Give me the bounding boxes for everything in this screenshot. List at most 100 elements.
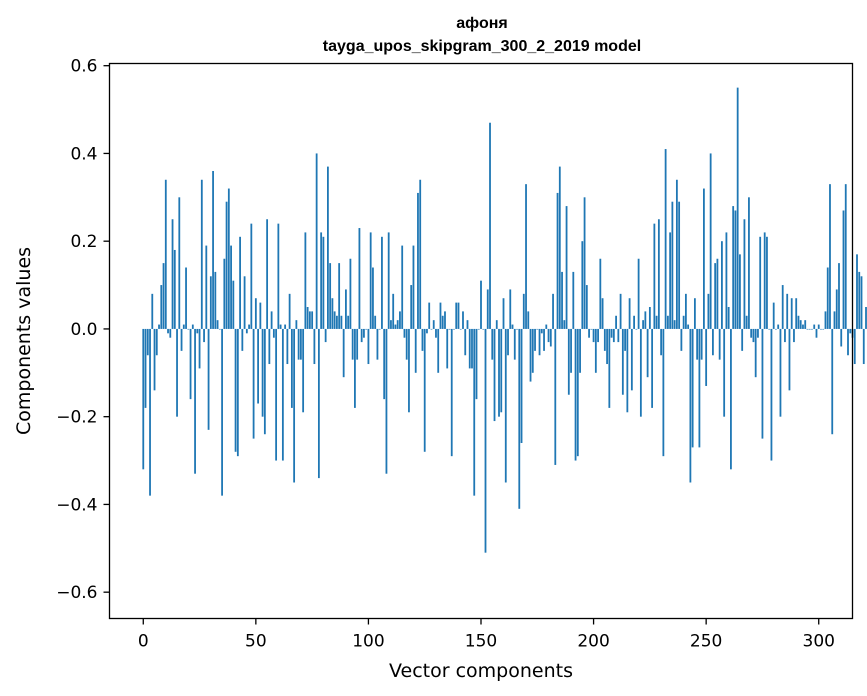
bar: [705, 328, 708, 386]
bar: [703, 188, 705, 329]
x-tick-label: 100: [352, 632, 384, 652]
bar: [403, 328, 406, 338]
bar: [446, 328, 449, 369]
bar: [182, 324, 185, 329]
bar: [401, 245, 404, 329]
bar: [612, 328, 615, 343]
y-axis-label: Components values: [13, 247, 35, 435]
bar: [153, 328, 156, 391]
bar: [788, 328, 791, 391]
bar: [806, 328, 809, 330]
bar: [779, 328, 782, 417]
bar: [268, 328, 271, 365]
bar: [727, 307, 730, 329]
bar: [327, 166, 329, 329]
bar: [453, 328, 455, 330]
bar: [567, 328, 570, 395]
bar: [714, 263, 717, 329]
bar: [293, 328, 296, 483]
bar: [234, 328, 237, 452]
bar: [405, 328, 408, 360]
bar: [473, 328, 476, 496]
bar: [498, 328, 500, 417]
bar: [468, 328, 471, 369]
bar: [286, 328, 289, 365]
bar: [311, 311, 314, 329]
bar: [820, 328, 822, 330]
bar: [223, 258, 226, 329]
bar: [378, 328, 381, 330]
bar: [313, 328, 316, 365]
bar: [360, 328, 363, 343]
bar: [230, 245, 232, 329]
bar: [691, 328, 694, 448]
bar: [471, 328, 473, 369]
bar: [813, 324, 816, 329]
bar: [576, 328, 579, 457]
bar: [171, 219, 174, 329]
bar: [455, 302, 458, 329]
bar: [588, 328, 590, 338]
bar: [829, 184, 831, 329]
bar: [660, 328, 663, 356]
bar: [500, 328, 503, 413]
bar: [266, 219, 269, 329]
bar: [608, 328, 611, 408]
bar: [630, 328, 633, 391]
bar: [651, 328, 654, 408]
bar: [275, 328, 278, 461]
bar: [619, 293, 622, 329]
bar: [385, 328, 388, 474]
bar: [858, 271, 861, 329]
bar: [180, 328, 183, 351]
bar: [428, 302, 431, 329]
bar: [448, 328, 451, 330]
bar: [693, 298, 696, 329]
bar: [214, 271, 217, 329]
bar: [639, 328, 642, 417]
bar: [198, 328, 201, 369]
bar: [545, 324, 548, 329]
bar: [221, 328, 223, 496]
bar: [209, 276, 212, 329]
bar: [369, 232, 372, 329]
x-tick-label: 300: [803, 632, 835, 652]
bar: [444, 311, 446, 329]
bar: [534, 328, 536, 351]
bar: [565, 206, 568, 329]
bar: [817, 324, 820, 329]
bar: [680, 328, 683, 351]
bar: [626, 328, 629, 413]
bar: [844, 184, 847, 329]
bar: [583, 197, 586, 329]
bar: [547, 328, 550, 343]
bar: [437, 328, 440, 373]
bar: [741, 328, 744, 351]
bar: [178, 197, 181, 329]
bar: [263, 328, 266, 435]
bar: [525, 184, 527, 329]
bar: [367, 328, 370, 365]
bar: [585, 285, 588, 329]
bar: [795, 298, 798, 329]
bar: [725, 232, 728, 329]
bar: [723, 328, 726, 417]
bar: [822, 328, 825, 330]
bar: [599, 258, 602, 329]
bar: [241, 328, 244, 351]
bar: [831, 328, 834, 435]
bar: [653, 223, 656, 329]
bar: [189, 328, 192, 400]
bar: [570, 328, 572, 373]
bar: [610, 328, 613, 338]
bar: [808, 328, 811, 330]
bar: [842, 210, 845, 329]
bar: [315, 153, 318, 329]
bar: [655, 315, 658, 329]
bar: [718, 328, 721, 360]
bar: [392, 293, 395, 329]
chart-title: афоня: [456, 15, 507, 32]
bar: [732, 206, 735, 329]
bar: [657, 219, 660, 329]
bar: [700, 328, 703, 360]
